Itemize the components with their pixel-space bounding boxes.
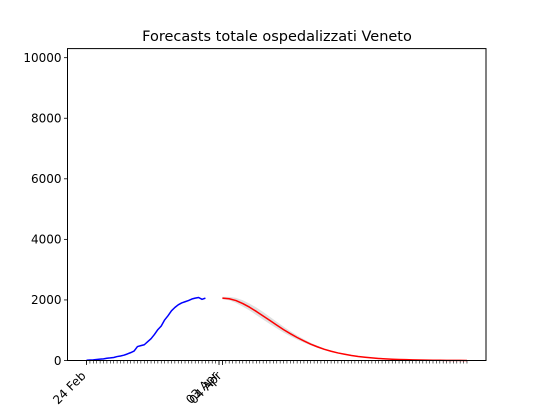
y-tick-label: 4000 bbox=[31, 233, 62, 247]
y-tick-label: 8000 bbox=[31, 112, 62, 126]
y-axis: 0 2000 4000 6000 8000 10000 bbox=[23, 51, 68, 368]
forecast-uncertainty-band bbox=[222, 296, 467, 361]
chart-title: Forecasts totale ospedalizzati Veneto bbox=[142, 29, 412, 45]
y-tick-label: 10000 bbox=[23, 51, 61, 65]
y-tick-label: 2000 bbox=[31, 293, 62, 307]
y-tick-label: 0 bbox=[54, 354, 62, 368]
y-tick-label: 6000 bbox=[31, 172, 62, 186]
observed-series-line bbox=[86, 296, 206, 361]
